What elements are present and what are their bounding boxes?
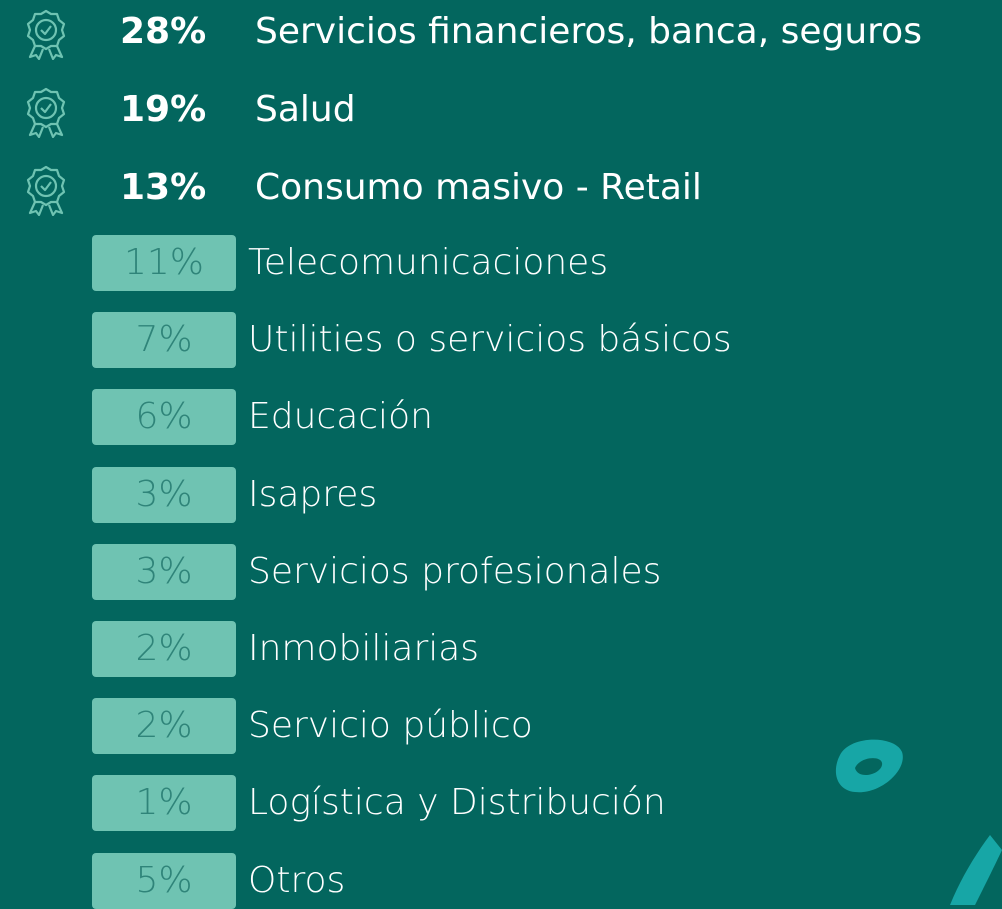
award-icon: [26, 87, 66, 138]
label: Inmobiliarias: [248, 628, 480, 669]
award-icon: [26, 165, 66, 216]
percent-badge: 5%: [92, 852, 236, 909]
award-icon: [26, 9, 66, 60]
percent-badge: 2%: [92, 698, 236, 755]
percent-badge: 2%: [92, 621, 236, 677]
label: Educación: [248, 396, 433, 438]
percent: 28%: [120, 11, 207, 52]
blob: [835, 739, 903, 793]
label: Servicios financieros, banca, seguros: [255, 11, 922, 52]
percent-badge: 3%: [92, 543, 236, 600]
percent-badge: 1%: [92, 775, 236, 832]
label: Salud: [255, 89, 356, 130]
label: Otros: [248, 859, 346, 901]
percent-badge: 3%: [92, 466, 236, 523]
label: Utilities o servicios básicos: [248, 319, 732, 361]
label: Servicios profesionales: [248, 550, 662, 592]
label: Servicio público: [248, 705, 533, 747]
percent-badge: 7%: [92, 312, 236, 369]
stroke: [950, 835, 1002, 905]
label: Logística y Distribución: [248, 782, 666, 824]
label: Isapres: [248, 473, 378, 515]
label: Telecomunicaciones: [248, 242, 609, 283]
percent-badge: 6%: [92, 389, 236, 446]
label: Consumo masivo - Retail: [255, 167, 702, 208]
percent: 19%: [120, 89, 207, 130]
percent: 13%: [120, 167, 207, 208]
percent-badge: 11%: [92, 235, 236, 291]
